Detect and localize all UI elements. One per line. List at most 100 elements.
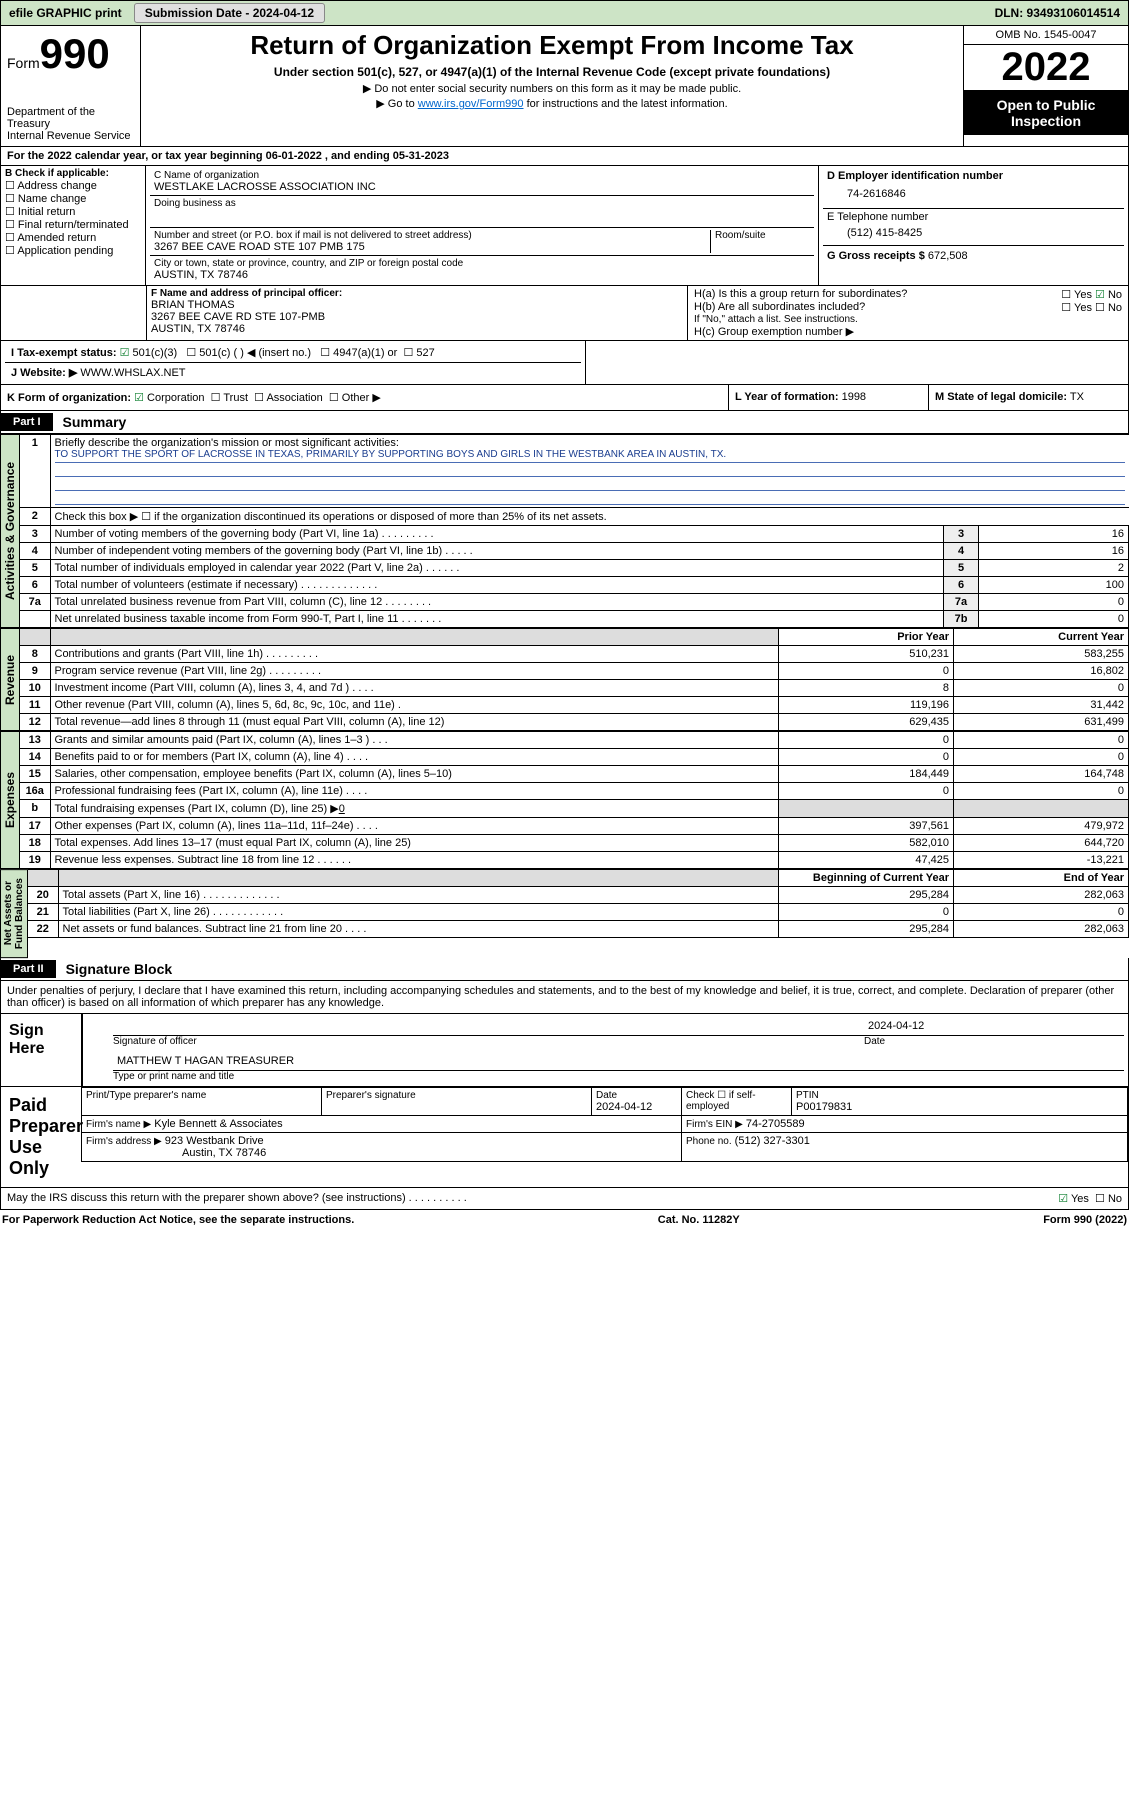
street-value: 3267 BEE CAVE ROAD STE 107 PMB 175 xyxy=(154,241,710,253)
hb-yes[interactable]: Yes xyxy=(1061,302,1092,314)
form-subtitle: Under section 501(c), 527, or 4947(a)(1)… xyxy=(151,65,953,79)
discuss-yes[interactable]: Yes xyxy=(1058,1193,1089,1205)
firm-phone-row: Phone no. (512) 327-3301 xyxy=(682,1133,1128,1162)
goto-note: ▶ Go to www.irs.gov/Form990 for instruct… xyxy=(151,97,953,110)
ij-row: I Tax-exempt status: 501(c)(3) 501(c) ( … xyxy=(0,341,1129,385)
box-j: J Website: ▶ WWW.WHSLAX.NET xyxy=(5,362,581,382)
form-ref: Form 990 (2022) xyxy=(1043,1214,1127,1226)
ha-label: H(a) Is this a group return for subordin… xyxy=(694,288,1061,301)
irs-link[interactable]: www.irs.gov/Form990 xyxy=(418,98,524,110)
chk-4947[interactable]: 4947(a)(1) or xyxy=(320,347,397,359)
sig-date: 2024-04-12 xyxy=(864,1018,1124,1036)
chk-amended-return[interactable]: Amended return xyxy=(5,231,141,244)
pp-self-emp[interactable]: Check ☐ if self-employed xyxy=(682,1088,792,1116)
omb-number: OMB No. 1545-0047 xyxy=(964,26,1128,45)
part1-tag: Part I xyxy=(1,413,53,431)
box-h: H(a) Is this a group return for subordin… xyxy=(688,286,1128,340)
l3: Number of voting members of the governin… xyxy=(50,526,944,543)
p17: 397,561 xyxy=(779,818,954,835)
may-irs-text: May the IRS discuss this return with the… xyxy=(7,1192,1058,1205)
pp-date: Date2024-04-12 xyxy=(592,1088,682,1116)
chk-final-return[interactable]: Final return/terminated xyxy=(5,218,141,231)
l11: Other revenue (Part VIII, column (A), li… xyxy=(50,697,779,714)
i-label: I Tax-exempt status: xyxy=(11,347,117,359)
v5: 2 xyxy=(979,560,1129,577)
expenses-section: Expenses 13Grants and similar amounts pa… xyxy=(0,731,1129,869)
tax-year: 2022 xyxy=(964,45,1128,91)
ein-value: 74-2616846 xyxy=(827,182,1120,206)
chk-501c[interactable]: 501(c) ( ) ◀ (insert no.) xyxy=(186,347,311,359)
c17: 479,972 xyxy=(954,818,1129,835)
hb-no[interactable]: No xyxy=(1095,302,1122,314)
chk-trust[interactable]: Trust xyxy=(211,392,248,404)
l12: Total revenue—add lines 8 through 11 (mu… xyxy=(50,714,779,731)
e-label: E Telephone number xyxy=(827,211,1120,223)
l19: Revenue less expenses. Subtract line 18 … xyxy=(50,852,779,869)
part2-tag: Part II xyxy=(1,960,56,978)
l7b: Net unrelated business taxable income fr… xyxy=(50,611,944,628)
l21: Total liabilities (Part X, line 26) . . … xyxy=(58,904,779,921)
k-label: K Form of organization: xyxy=(7,392,131,404)
p18: 582,010 xyxy=(779,835,954,852)
l18: Total expenses. Add lines 13–17 (must eq… xyxy=(50,835,779,852)
chk-name-change[interactable]: Name change xyxy=(5,192,141,205)
c12: 631,499 xyxy=(954,714,1129,731)
cat-no: Cat. No. 11282Y xyxy=(658,1214,740,1226)
chk-initial-return[interactable]: Initial return xyxy=(5,205,141,218)
e22: 282,063 xyxy=(954,921,1129,938)
chk-application-pending[interactable]: Application pending xyxy=(5,244,141,257)
paid-preparer-label: Paid Preparer Use Only xyxy=(1,1087,81,1187)
room-label: Room/suite xyxy=(715,230,810,241)
chk-501c3[interactable]: 501(c)(3) xyxy=(120,347,178,359)
firm-ein-row: Firm's EIN ▶ 74-2705589 xyxy=(682,1116,1128,1133)
l6: Total number of volunteers (estimate if … xyxy=(50,577,944,594)
l17: Other expenses (Part IX, column (A), lin… xyxy=(50,818,779,835)
dept-treasury: Department of the Treasury Internal Reve… xyxy=(7,106,134,142)
d-label: D Employer identification number xyxy=(827,170,1120,182)
name-title-label: Type or print name and title xyxy=(113,1071,1124,1082)
ha-yes[interactable]: Yes xyxy=(1061,289,1092,301)
c13: 0 xyxy=(954,732,1129,749)
chk-address-change[interactable]: Address change xyxy=(5,179,141,192)
j-label: J Website: ▶ xyxy=(11,367,77,379)
l16b: Total fundraising expenses (Part IX, col… xyxy=(50,800,779,818)
revenue-section: Revenue Prior YearCurrent Year 8Contribu… xyxy=(0,628,1129,731)
l-label: L Year of formation: xyxy=(735,391,839,403)
c10: 0 xyxy=(954,680,1129,697)
l2: Check this box ▶ ☐ if the organization d… xyxy=(50,508,1129,526)
l15: Salaries, other compensation, employee b… xyxy=(50,766,779,783)
c15: 164,748 xyxy=(954,766,1129,783)
l16a: Professional fundraising fees (Part IX, … xyxy=(50,783,779,800)
period-text: For the 2022 calendar year, or tax year … xyxy=(1,147,455,165)
c18: 644,720 xyxy=(954,835,1129,852)
mission-text: TO SUPPORT THE SPORT OF LACROSSE IN TEXA… xyxy=(55,449,1125,463)
p10: 8 xyxy=(779,680,954,697)
chk-527[interactable]: 527 xyxy=(403,347,434,359)
c19: -13,221 xyxy=(954,852,1129,869)
chk-corp[interactable]: Corporation xyxy=(134,392,204,404)
v3: 16 xyxy=(979,526,1129,543)
officer-addr1: 3267 BEE CAVE RD STE 107-PMB xyxy=(151,311,683,323)
efile-topbar: efile GRAPHIC print Submission Date - 20… xyxy=(0,0,1129,26)
form-header: Form990 Department of the Treasury Inter… xyxy=(0,26,1129,147)
chk-assoc[interactable]: Association xyxy=(254,392,323,404)
p13: 0 xyxy=(779,732,954,749)
sig-date-label: Date xyxy=(864,1036,1124,1047)
ssn-note: ▶ Do not enter social security numbers o… xyxy=(151,82,953,95)
net-assets-section: Net Assets or Fund Balances Beginning of… xyxy=(0,869,1129,958)
l13: Grants and similar amounts paid (Part IX… xyxy=(50,732,779,749)
e20: 282,063 xyxy=(954,887,1129,904)
p16a: 0 xyxy=(779,783,954,800)
c9: 16,802 xyxy=(954,663,1129,680)
hc-label: H(c) Group exemption number ▶ xyxy=(694,325,1122,338)
submission-date-btn[interactable]: Submission Date - 2024-04-12 xyxy=(134,3,325,23)
v4: 16 xyxy=(979,543,1129,560)
box-b: B Check if applicable: Address change Na… xyxy=(1,166,146,285)
pra-notice: For Paperwork Reduction Act Notice, see … xyxy=(2,1214,354,1226)
ha-no[interactable]: No xyxy=(1095,289,1122,301)
year-formation: 1998 xyxy=(842,391,866,403)
chk-other[interactable]: Other ▶ xyxy=(329,392,381,404)
discuss-no[interactable]: No xyxy=(1095,1193,1122,1205)
pp-name-h: Print/Type preparer's name xyxy=(82,1088,322,1116)
klm-row: K Form of organization: Corporation Trus… xyxy=(0,385,1129,411)
